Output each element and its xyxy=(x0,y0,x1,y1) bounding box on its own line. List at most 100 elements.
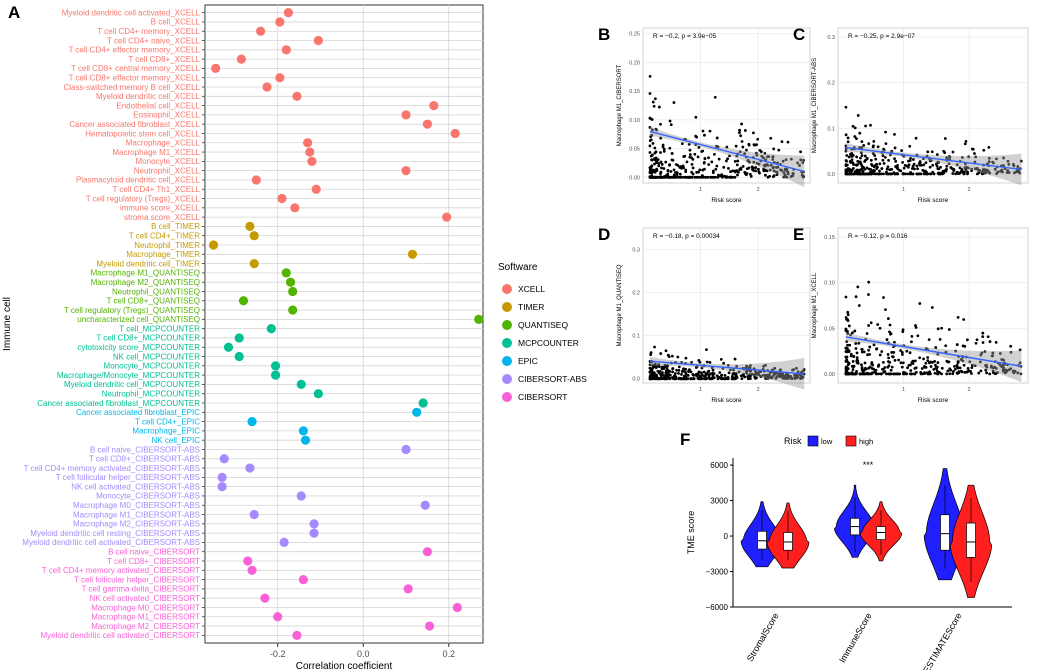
scatter-point xyxy=(746,375,750,379)
scatter-point xyxy=(747,166,751,170)
panel-a: A -0.2 0.0 0.2 Myeloid dendritic cell activa… xyxy=(2,3,587,670)
y-tick-label: Myeloid dendritic cell resting_CIBERSORT… xyxy=(30,529,200,538)
scatter-point xyxy=(914,136,918,140)
scatter-point xyxy=(680,370,684,373)
scatter-point xyxy=(991,366,995,370)
scatter-point xyxy=(703,157,707,161)
scatter-point xyxy=(754,169,758,173)
scatter-point xyxy=(708,129,712,133)
scatter-point xyxy=(919,371,923,374)
scatter-point xyxy=(796,161,799,165)
scatter-point xyxy=(882,162,886,165)
scatter-point xyxy=(1002,369,1005,373)
scatter-point xyxy=(684,377,688,381)
data-point xyxy=(251,175,261,185)
scatter-point xyxy=(762,163,766,167)
scatter-point xyxy=(847,324,851,328)
scatter-point xyxy=(881,158,885,162)
scatter-point xyxy=(701,129,705,133)
scatter-point xyxy=(702,160,706,164)
scatter-point xyxy=(648,126,652,129)
scatter-point xyxy=(987,146,991,149)
scatter-point xyxy=(706,372,709,376)
scatter-point xyxy=(988,372,992,376)
y-tick-label: T cell CD4+ naive_XCELL xyxy=(107,36,201,45)
data-point xyxy=(300,435,311,445)
scatter-point xyxy=(947,360,951,364)
scatter-point xyxy=(728,154,731,158)
scatter-point xyxy=(701,175,705,179)
y-tick-label: T cell CD4+_EPIC xyxy=(135,417,200,426)
scatter-point xyxy=(1000,168,1004,172)
scatter-point xyxy=(889,332,893,336)
scatter-point xyxy=(791,172,795,176)
scatter-point xyxy=(983,350,987,354)
scatter-point xyxy=(654,158,658,162)
scatter-point xyxy=(982,148,986,152)
scatter-point xyxy=(697,145,701,149)
scatter-point xyxy=(909,170,913,174)
scatter-point xyxy=(779,368,782,372)
scatter-point xyxy=(710,366,714,370)
scatter-point xyxy=(936,361,940,364)
scatter-point xyxy=(912,372,916,376)
scatter-point xyxy=(846,140,850,144)
scatter-point xyxy=(971,147,975,151)
data-point xyxy=(442,212,452,222)
scatter-point xyxy=(738,150,742,154)
scatter-point xyxy=(779,168,782,172)
scatter-point xyxy=(953,367,957,371)
scatter-point xyxy=(681,164,685,168)
scatter-point xyxy=(926,172,929,176)
scatter-point xyxy=(687,142,691,146)
y-tick-label: B cell naive_CIBERSORT-ABS xyxy=(90,445,200,454)
scatter-point xyxy=(858,131,862,135)
scatter-point xyxy=(894,165,897,168)
scatter-point xyxy=(660,162,664,166)
scatter-point xyxy=(844,316,848,319)
scatter-point xyxy=(945,372,949,376)
scatter-point xyxy=(765,162,769,166)
y-tick-label: Myeloid dendritic cell_MCPCOUNTER xyxy=(64,380,200,389)
scatter-point xyxy=(974,155,978,159)
y-tick-label: 0.15 xyxy=(629,89,640,95)
data-point xyxy=(288,305,298,315)
scatter-point xyxy=(893,340,896,344)
scatter-point xyxy=(733,175,737,179)
y-tick-label: Macrophage M0_CIBERSORT-ABS xyxy=(73,501,200,510)
data-point xyxy=(270,361,281,371)
y-tick-label: Macrophage M1_CIBERSORT xyxy=(91,613,200,622)
y-tick-label: −6000 xyxy=(706,603,729,612)
scatter-point xyxy=(851,166,855,170)
scatter-point xyxy=(900,149,904,152)
legend-swatch xyxy=(502,374,512,384)
scatter-point xyxy=(682,374,686,378)
scatter-point xyxy=(744,172,747,176)
scatter-point xyxy=(850,158,854,162)
scatter-point xyxy=(878,169,881,173)
scatter-point xyxy=(937,167,941,171)
scatter-point xyxy=(657,164,661,168)
scatter-point xyxy=(754,372,758,376)
scatter-point xyxy=(865,166,869,170)
scatter-point xyxy=(897,358,901,362)
scatter-point xyxy=(909,156,912,160)
y-tick-label: NK cell_EPIC xyxy=(152,436,201,445)
scatter-point xyxy=(910,340,913,344)
scatter-point xyxy=(873,154,877,157)
scatter-point xyxy=(705,348,708,352)
scatter-point xyxy=(845,358,849,362)
scatter-point xyxy=(916,334,920,338)
scatter-point xyxy=(672,173,676,177)
scatter-point xyxy=(980,172,984,176)
legend-swatch xyxy=(502,320,512,330)
scatter-point xyxy=(973,152,976,155)
scatter-point xyxy=(657,363,661,366)
legend-label: MCPCOUNTER xyxy=(518,338,579,348)
data-point xyxy=(313,389,323,399)
box xyxy=(876,526,886,540)
scatter-point xyxy=(876,172,880,176)
data-point xyxy=(290,203,300,213)
scatter-point xyxy=(648,92,652,95)
data-point xyxy=(249,258,259,269)
